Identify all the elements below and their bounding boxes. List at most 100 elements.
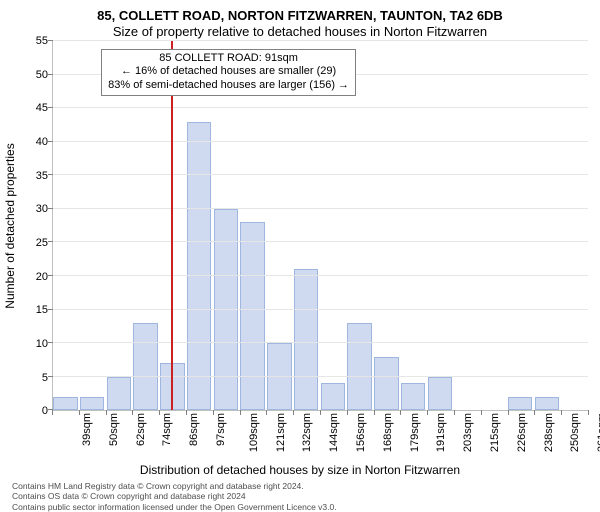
plot-row: Number of detached properties 0510152025… [12,41,588,411]
chart-container: 85, COLLETT ROAD, NORTON FITZWARREN, TAU… [0,0,600,500]
x-ticks-row: 39sqm 50sqm 62sqm 74sqm 86sqm 97sqm 109sqm 121s… [12,411,588,463]
x-tick-label: 132sqm [302,413,314,452]
x-tick-label: 203sqm [462,413,474,452]
y-tick-mark [48,141,53,142]
x-tick-mark [400,410,401,415]
x-tick-mark [427,410,428,415]
y-ticks-column: 0510152025303540455055 [30,41,52,411]
y-tick-mark [48,174,53,175]
y-tick-label: 25 [36,237,48,249]
x-tick-mark [159,410,160,415]
histogram-bar [428,377,453,411]
x-tick-mark [266,410,267,415]
histogram-bar [240,222,265,410]
x-tick-label: 121sqm [275,413,287,452]
x-tick-mark [320,410,321,415]
footer-attribution: Contains HM Land Registry data © Crown c… [12,481,588,512]
x-tick-label: 226sqm [516,413,528,452]
x-tick-label: 168sqm [382,413,394,452]
histogram-bar [107,377,132,411]
x-tick-mark [79,410,80,415]
chart-title-sub: Size of property relative to detached ho… [12,24,588,40]
histogram-bar [535,397,560,410]
histogram-bar [374,357,399,411]
x-tick-label: 215sqm [489,413,501,452]
histogram-bar [294,269,319,410]
y-tick-label: 45 [36,102,48,114]
y-tick-mark [48,208,53,209]
x-tick-label: 179sqm [409,413,421,452]
x-tick-mark [481,410,482,415]
x-tick-mark [374,410,375,415]
x-tick-mark [508,410,509,415]
x-tick-label: 109sqm [248,413,260,452]
histogram-bar [53,397,78,410]
y-tick-label: 10 [36,338,48,350]
annotation-line: 85 COLLETT ROAD: 91sqm [108,52,349,66]
x-tick-label: 86sqm [188,413,200,446]
gridline [53,40,588,41]
gridline [53,241,588,242]
gridline [53,208,588,209]
histogram-bar [321,383,346,410]
x-tick-mark [561,410,562,415]
bars-layer [53,41,588,410]
reference-line [171,41,173,410]
gridline [53,174,588,175]
histogram-bar [508,397,533,410]
x-tick-label: 50sqm [108,413,120,446]
y-tick-label: 50 [36,69,48,81]
plot-area: 85 COLLETT ROAD: 91sqm← 16% of detached … [52,41,588,411]
x-tick-mark [588,410,589,415]
x-tick-label: 74sqm [161,413,173,446]
y-tick-label: 20 [36,271,48,283]
histogram-bar [133,323,158,410]
footer-line: Contains HM Land Registry data © Crown c… [12,481,588,491]
y-tick-label: 55 [36,35,48,47]
y-tick-mark [48,107,53,108]
y-tick-mark [48,342,53,343]
spacer [12,411,30,463]
histogram-bar [401,383,426,410]
x-axis-label: Distribution of detached houses by size … [12,463,588,477]
y-tick-mark [48,241,53,242]
x-tick-mark [534,410,535,415]
y-tick-mark [48,74,53,75]
y-tick-mark [48,275,53,276]
x-tick-label: 191sqm [436,413,448,452]
y-axis-label: Number of detached properties [3,143,17,308]
x-tick-mark [186,410,187,415]
ylabel-column: Number of detached properties [12,41,30,411]
y-tick-label: 0 [42,405,48,417]
x-tick-mark [106,410,107,415]
gridline [53,107,588,108]
x-tick-mark [132,410,133,415]
histogram-bar [80,397,105,410]
y-tick-label: 30 [36,203,48,215]
gridline [53,309,588,310]
x-tick-mark [293,410,294,415]
x-tick-mark [454,410,455,415]
x-tick-label: 238sqm [543,413,555,452]
x-tick-label: 97sqm [215,413,227,446]
histogram-bar [187,122,212,410]
x-tick-mark [347,410,348,415]
annotation-box: 85 COLLETT ROAD: 91sqm← 16% of detached … [101,49,356,96]
y-tick-label: 5 [42,372,48,384]
annotation-line: 83% of semi-detached houses are larger (… [108,79,349,93]
x-tick-mark [240,410,241,415]
chart-title-main: 85, COLLETT ROAD, NORTON FITZWARREN, TAU… [12,8,588,24]
x-tick-label: 39sqm [81,413,93,446]
footer-line: Contains OS data © Crown copyright and d… [12,491,588,501]
x-tick-label: 144sqm [328,413,340,452]
x-ticks-area: 39sqm 50sqm 62sqm 74sqm 86sqm 97sqm 109sqm 121s… [52,411,588,463]
x-tick-label: 156sqm [355,413,367,452]
y-tick-mark [48,376,53,377]
annotation-line: ← 16% of detached houses are smaller (29… [108,65,349,79]
histogram-bar [347,323,372,410]
x-tick-label: 62sqm [135,413,147,446]
x-tick-mark [213,410,214,415]
footer-line: Contains public sector information licen… [12,502,588,512]
y-tick-label: 15 [36,304,48,316]
gridline [53,342,588,343]
